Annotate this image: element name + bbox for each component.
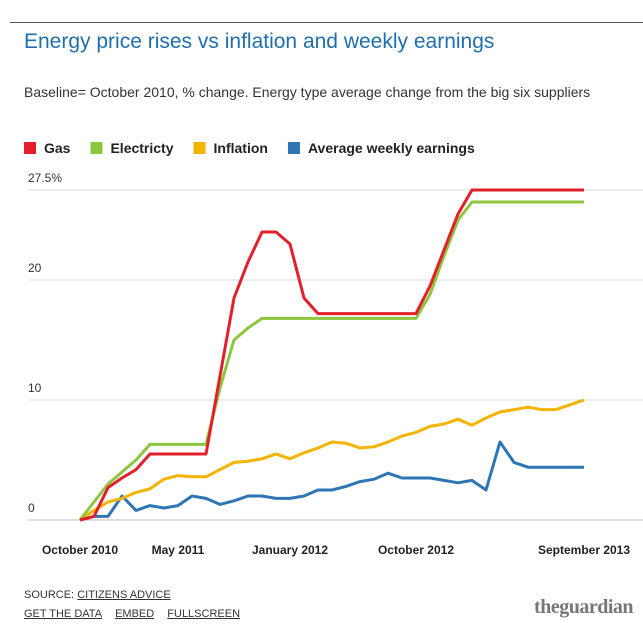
legend-label: Gas [44, 140, 71, 156]
y-tick-label: 10 [28, 381, 42, 395]
logo: theguardian [534, 596, 633, 618]
chart-title: Energy price rises vs inflation and week… [24, 30, 495, 53]
x-tick-label: January 2012 [252, 543, 328, 557]
data-link[interactable]: GET THE DATA [24, 608, 103, 620]
legend-label: Electricty [110, 140, 173, 156]
y-tick-label: 0 [28, 501, 35, 515]
embed-link[interactable]: EMBED [115, 608, 155, 620]
legend-swatch [287, 142, 300, 154]
links: GET THE DATA EMBED FULLSCREEN [24, 608, 250, 620]
x-tick-label: October 2012 [378, 543, 454, 557]
legend-swatch [24, 142, 36, 154]
y-tick-label: 20 [28, 261, 42, 275]
source-label: SOURCE: [24, 589, 75, 601]
top-rule [10, 22, 643, 23]
fullscreen-link[interactable]: FULLSCREEN [167, 608, 241, 620]
legend-label: Average weekly earnings [308, 140, 475, 156]
legend-swatch [90, 142, 103, 154]
series-line [79, 440, 584, 522]
chart-subtitle: Baseline= October 2010, % change. Energy… [24, 84, 591, 100]
source: SOURCE: CITIZENS ADVICE [24, 589, 181, 601]
series-line [78, 200, 584, 521]
series-line [79, 398, 585, 522]
x-tick-label: September 2013 [538, 543, 630, 557]
legend-label: Inflation [214, 140, 268, 156]
source-link[interactable]: CITIZENS ADVICE [77, 589, 171, 601]
x-tick-label: October 2010 [42, 543, 118, 557]
legend-swatch [193, 142, 206, 154]
series-line [79, 188, 584, 522]
x-tick-label: May 2011 [152, 543, 205, 557]
y-tick-label: 27.5% [28, 171, 62, 185]
